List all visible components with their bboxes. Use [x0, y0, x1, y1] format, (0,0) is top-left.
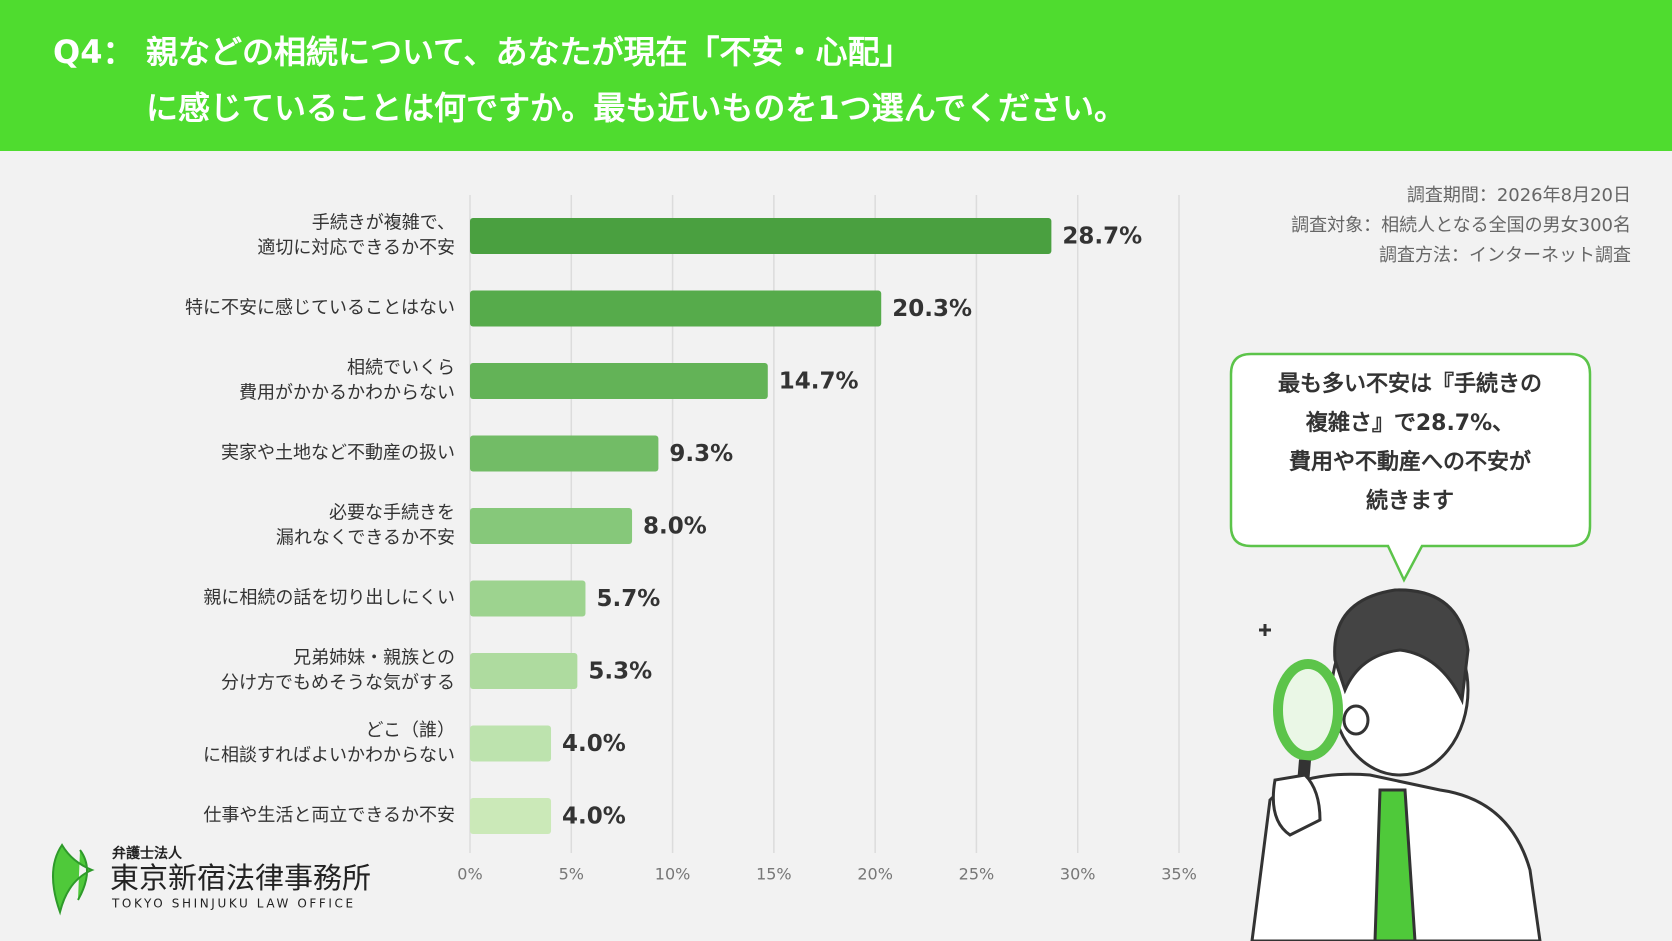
header-band — [0, 0, 1672, 151]
bar — [470, 653, 578, 689]
value-label: 20.3% — [892, 296, 972, 322]
survey-note: 調査期間：2026年8月20日 — [1407, 185, 1631, 206]
sparkle — [1259, 624, 1271, 636]
survey-note: 調査方法：インターネット調査 — [1379, 245, 1631, 266]
bubble-text: 最も多い不安は『手続きの 複雑さ』で28.7%、 費用や不動産への不安が 続きま… — [1278, 371, 1542, 514]
tie — [1373, 788, 1417, 941]
bar — [470, 580, 586, 617]
value-label: 28.7% — [1062, 224, 1142, 250]
logo-small: 弁護士法人 — [112, 845, 183, 862]
category-label: 特に不安に感じていることはない — [185, 298, 455, 319]
category-label: 手続きが複雑で、 — [312, 213, 455, 234]
value-label: 8.0% — [643, 514, 707, 540]
logo: 弁護士法人 東京新宿法律事務所 TOKYO SHINJUKU LAW OFFIC… — [51, 843, 371, 916]
category-label: に相談すればよいかわからない — [203, 745, 455, 766]
question-line: 親などの相続について、あなたが現在「不安・心配」 — [146, 33, 911, 71]
value-label: 5.3% — [588, 659, 652, 685]
speech-bubble — [1229, 352, 1592, 583]
category-label: 適切に対応できるか不安 — [257, 238, 455, 259]
survey-note: 調査対象：相続人となる全国の男女300名 — [1291, 215, 1631, 236]
bar-chart: 0% 5% 10% 15% 20% 25% 30% 35% 手続きが複雑で、適切に対応できるか不… — [185, 195, 1197, 884]
hand — [1271, 773, 1322, 837]
logo-mark — [51, 843, 95, 916]
value-label: 4.0% — [562, 804, 626, 830]
category-label: 実家や土地など不動産の扱い — [221, 443, 455, 464]
bar — [470, 218, 1052, 254]
category-label: 相続でいくら — [347, 358, 455, 379]
category-label: 親に相続の話を切り出しにくい — [203, 588, 455, 609]
x-tick-label: 0% — [457, 865, 482, 884]
logo-english: TOKYO SHINJUKU LAW OFFICE — [111, 897, 356, 911]
category-label: 分け方でもめそうな気がする — [221, 673, 455, 694]
x-tick-label: 30% — [1060, 865, 1096, 884]
bar — [470, 725, 552, 762]
magnifier-lens — [1273, 659, 1343, 761]
value-label: 9.3% — [669, 441, 733, 467]
category-label: 仕事や生活と両立できるか不安 — [203, 805, 455, 826]
bar — [470, 363, 768, 399]
category-label: 費用がかかるかわからない — [239, 383, 455, 404]
survey-notes: 調査期間：2026年8月20日 調査対象：相続人となる全国の男女300名 調査方… — [1291, 185, 1631, 266]
value-label: 5.7% — [596, 586, 660, 612]
bar — [470, 435, 659, 472]
x-tick-label: 15% — [756, 865, 792, 884]
logo-name: 東京新宿法律事務所 — [110, 861, 371, 895]
value-label: 14.7% — [779, 369, 859, 395]
person-illustration — [1250, 588, 1542, 941]
x-tick-label: 10% — [655, 865, 691, 884]
x-tick-label: 5% — [559, 865, 584, 884]
bar — [470, 290, 882, 327]
x-tick-label: 35% — [1161, 865, 1197, 884]
x-tick-label: 20% — [857, 865, 893, 884]
question-line: に感じていることは何ですか。最も近いものを1つ選んでください。 — [146, 89, 1126, 127]
question-number: Q4： — [53, 33, 134, 71]
category-label: どこ（誰） — [366, 720, 455, 741]
hair — [1333, 588, 1470, 706]
bubble-line: 費用や不動産への不安が — [1289, 449, 1531, 475]
category-label: 兄弟姉妹・親族との — [293, 648, 455, 669]
mouth — [1342, 704, 1370, 736]
value-label: 4.0% — [562, 731, 626, 757]
category-label: 必要な手続きを — [329, 503, 455, 524]
bubble-line: 複雑さ』で28.7%、 — [1306, 410, 1514, 436]
bar — [470, 508, 633, 544]
bubble-line: 続きます — [1366, 488, 1454, 514]
bubble-line: 最も多い不安は『手続きの — [1278, 371, 1542, 397]
bar — [470, 798, 552, 834]
x-tick-label: 25% — [959, 865, 995, 884]
category-label: 漏れなくできるか不安 — [276, 528, 455, 549]
